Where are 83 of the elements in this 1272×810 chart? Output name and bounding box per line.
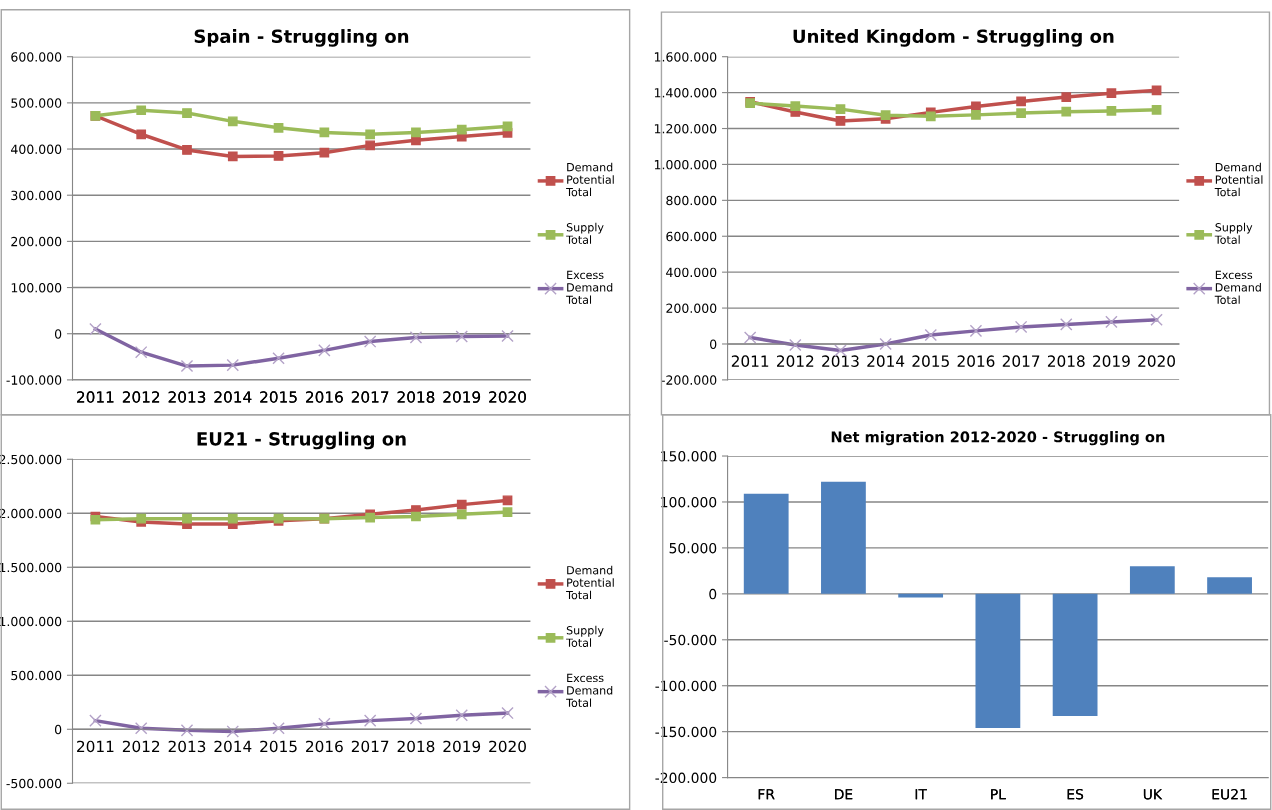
x-tick-label: 2011 <box>77 391 114 403</box>
y-tick-label: 1.500.000 <box>0 562 62 573</box>
legend-label: Supply Total <box>566 222 604 244</box>
x-tick-label: 2016 <box>306 740 343 753</box>
y-tick-label: -200.000 <box>661 375 717 385</box>
y-tick-label: -100.000 <box>655 680 717 692</box>
x-tick-label: FR <box>758 789 775 800</box>
y-tick-label: 0 <box>54 724 62 735</box>
y-tick-label: 0 <box>54 329 62 339</box>
x-tick-label: 2017 <box>1002 355 1040 367</box>
y-tick-label: 150.000 <box>661 451 717 462</box>
x-tick-label: 2011 <box>731 355 769 367</box>
x-tick-label: 2015 <box>912 355 949 367</box>
chart-title: Net migration 2012-2020 - Struggling on <box>831 431 1165 446</box>
x-tick-label: 2018 <box>397 391 435 403</box>
x-tick-label: 2020 <box>1138 355 1175 367</box>
y-tick-label: 2.000.000 <box>0 508 62 519</box>
legend-label: Demand Potential Total <box>566 565 614 600</box>
y-tick-label: 1.000.000 <box>654 159 717 170</box>
y-tick-label: 2.500.000 <box>0 454 62 465</box>
x-tick-label: 2019 <box>1093 355 1130 367</box>
x-tick-label: 2014 <box>867 355 905 367</box>
legend-label: Excess Demand Total <box>566 673 613 707</box>
x-tick-label: 2014 <box>214 740 252 753</box>
y-tick-label: 1.000.000 <box>0 616 62 627</box>
x-tick-label: 2020 <box>489 740 526 753</box>
y-tick-label: -500.000 <box>6 778 62 789</box>
y-tick-label: 100.000 <box>661 496 717 508</box>
y-tick-label: -50.000 <box>664 634 717 646</box>
y-tick-label: 200.000 <box>666 303 717 313</box>
y-tick-label: 500.000 <box>11 670 62 681</box>
x-tick-label: IT <box>915 789 927 800</box>
legend-label: Demand Potential Total <box>566 162 614 197</box>
x-tick-label: 2013 <box>168 740 206 753</box>
y-tick-label: 1.600.000 <box>654 52 717 62</box>
y-tick-label: -200.000 <box>655 772 717 784</box>
y-tick-label: -100.000 <box>6 375 62 385</box>
x-tick-label: 2013 <box>822 355 859 367</box>
chart-title: United Kingdom - Struggling on <box>793 29 1114 47</box>
x-tick-label: 2012 <box>122 391 160 403</box>
y-tick-label: 1.200.000 <box>654 123 717 134</box>
legend-label: Demand Potential Total <box>1214 162 1263 197</box>
y-tick-label: 0 <box>709 588 717 600</box>
legend-label: Supply Total <box>1214 222 1253 244</box>
x-tick-label: 2018 <box>1047 355 1085 367</box>
x-tick-label: 2011 <box>77 740 114 753</box>
legend-label: Excess Demand Total <box>566 270 613 304</box>
legend-label: Excess Demand Total <box>1214 270 1261 304</box>
y-tick-label: 500.000 <box>11 98 62 108</box>
y-tick-label: 50.000 <box>669 542 717 554</box>
y-tick-label: 1.400.000 <box>654 88 717 98</box>
x-tick-label: DE <box>835 789 853 800</box>
x-tick-label: 2017 <box>351 740 389 753</box>
x-tick-label: 2016 <box>306 391 343 403</box>
x-tick-label: 2015 <box>260 391 297 403</box>
y-tick-label: 400.000 <box>666 267 717 278</box>
chart-title: Spain - Struggling on <box>194 29 409 47</box>
x-tick-label: 2018 <box>397 740 435 753</box>
y-tick-label: 200.000 <box>11 236 62 247</box>
x-tick-label: 2015 <box>260 740 297 753</box>
y-tick-label: 600.000 <box>11 52 62 62</box>
x-tick-label: 2017 <box>351 391 389 403</box>
y-tick-label: 100.000 <box>11 283 62 293</box>
x-tick-label: 2013 <box>168 391 206 403</box>
x-tick-label: 2019 <box>443 740 481 753</box>
y-tick-label: -150.000 <box>655 726 717 738</box>
x-tick-label: 2020 <box>489 391 526 403</box>
chart-title: EU21 - Struggling on <box>197 431 406 450</box>
x-tick-label: ES <box>1067 788 1084 800</box>
x-tick-label: 2014 <box>214 391 252 403</box>
y-tick-label: 300.000 <box>11 190 62 201</box>
y-tick-label: 400.000 <box>11 144 62 154</box>
legend-label: Supply Total <box>566 625 604 647</box>
x-tick-label: 2019 <box>443 391 481 403</box>
x-tick-label: EU21 <box>1212 788 1247 800</box>
x-tick-label: UK <box>1143 789 1163 800</box>
x-tick-label: 2012 <box>777 355 814 367</box>
y-tick-label: 600.000 <box>666 231 717 242</box>
x-tick-label: PL <box>991 789 1006 800</box>
x-tick-label: 2012 <box>122 740 160 753</box>
y-tick-label: 0 <box>710 339 717 349</box>
x-tick-label: 2016 <box>957 355 995 367</box>
y-tick-label: 800.000 <box>666 195 717 206</box>
